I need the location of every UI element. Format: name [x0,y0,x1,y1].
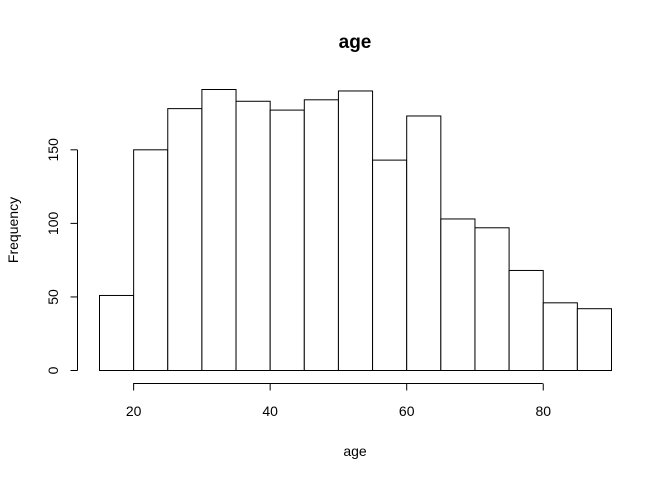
x-tick-label: 20 [126,403,142,419]
histogram-bar [167,108,203,372]
histogram-bar [372,159,408,371]
y-axis: 0 50 100 150 [45,138,78,374]
histogram-bar [235,100,271,372]
histogram-bar [133,149,169,371]
x-tick-label: 40 [262,403,278,419]
y-tick-label: 100 [45,211,61,235]
histogram-bar [337,90,374,372]
histogram-bar [201,89,237,371]
x-axis-label: age [343,443,367,459]
histogram-bar [406,115,442,371]
histogram-bar [303,99,339,371]
x-tick-label: 60 [399,403,415,419]
histogram-bar [269,109,305,371]
y-tick-label: 0 [45,366,61,374]
y-tick-label: 150 [45,138,61,162]
x-axis: 20 40 60 80 [126,383,551,419]
x-tick-label: 80 [535,403,551,419]
histogram-bar [542,302,578,372]
y-axis-label: Frequency [5,197,21,263]
histogram-bar [440,218,476,371]
histogram-bar [576,308,612,371]
histogram-bar [508,269,544,372]
histogram-bar [474,227,510,371]
y-tick-label: 50 [45,289,61,305]
chart-title: age [339,32,372,53]
bars-group [99,89,612,372]
histogram-bar [99,294,135,372]
